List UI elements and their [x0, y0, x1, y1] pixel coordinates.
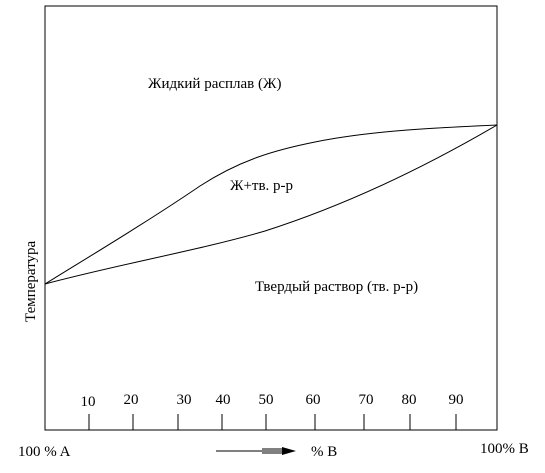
region-two-phase-label: Ж+тв. р-р: [230, 178, 293, 194]
x-right-label: 100% B: [480, 441, 529, 457]
arrow-right-icon: [216, 447, 296, 455]
region-liquid-label: Жидкий расплав (Ж): [148, 76, 281, 92]
tick-label-40: 40: [216, 392, 231, 408]
tick-label-70: 70: [359, 392, 374, 408]
y-axis-label: Температура: [23, 240, 39, 322]
tick-label-90: 90: [449, 392, 464, 408]
solidus-curve: [44, 124, 498, 285]
x-arrow-label: % B: [311, 444, 337, 460]
tick-label-20: 20: [124, 392, 139, 408]
region-solid-label: Твердый раствор (тв. р-р): [255, 279, 418, 295]
tick-label-50: 50: [259, 392, 274, 408]
x-left-label: 100 % A: [18, 444, 71, 460]
x-tick-labels: 10 20 30 40 50 60 70 80 90: [81, 392, 464, 410]
tick-label-80: 80: [402, 392, 417, 408]
liquidus-curve: [44, 124, 498, 285]
tick-label-30: 30: [177, 392, 192, 408]
x-ticks: [88, 414, 457, 430]
plot-frame: [44, 5, 498, 431]
tick-label-10: 10: [81, 394, 96, 410]
tick-label-60: 60: [306, 392, 321, 408]
